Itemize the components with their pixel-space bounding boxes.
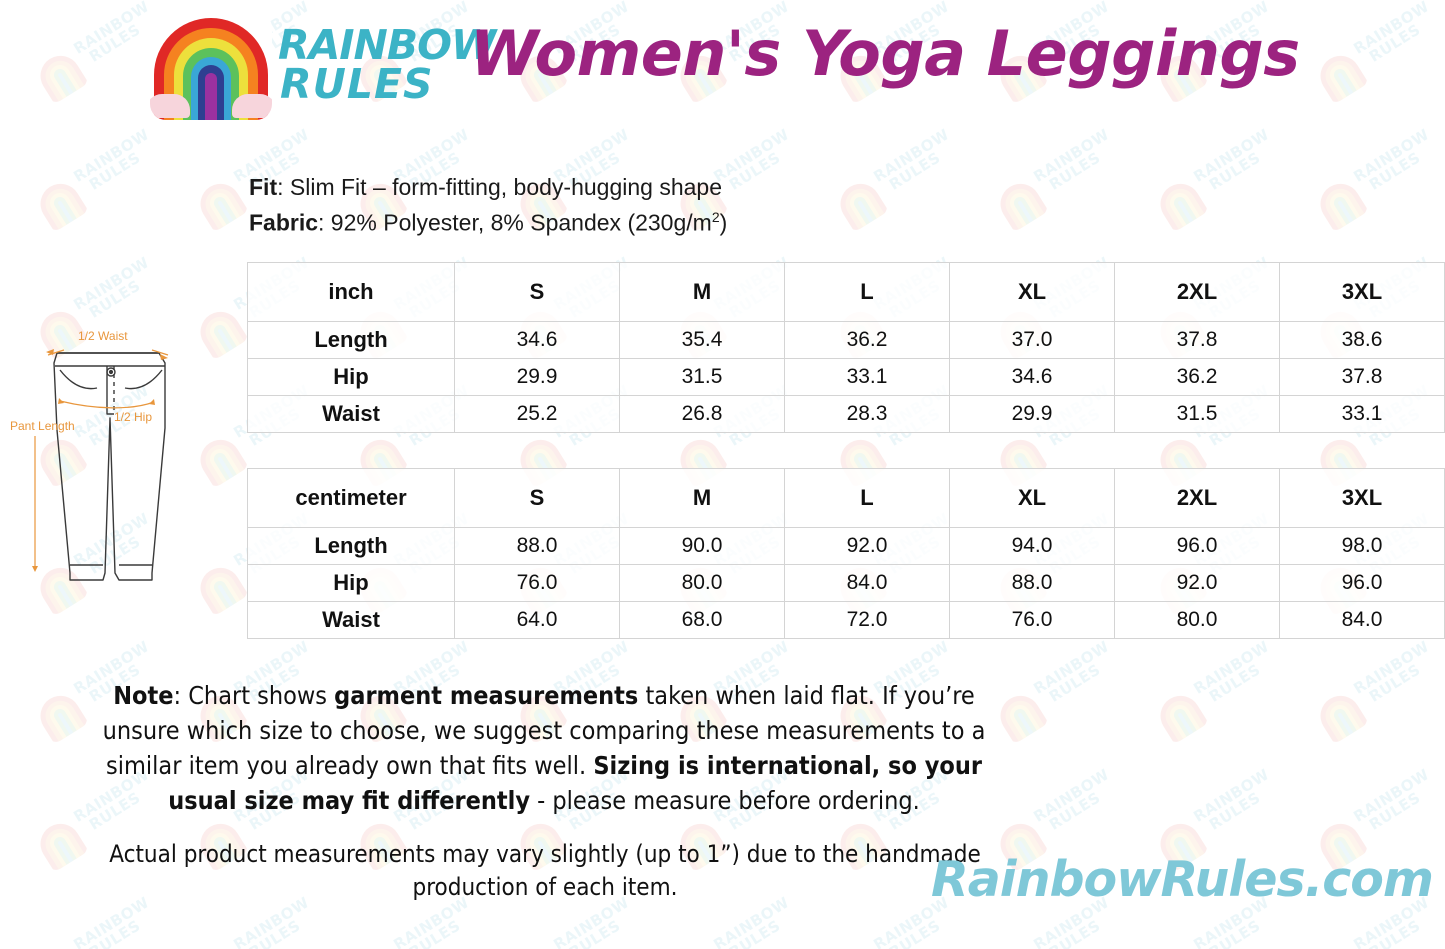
pants-diagram-svg: 1/2 Waist 1/2 Hip Pant Length — [10, 329, 169, 581]
table-header-row: inch S M L XL 2XL 3XL — [247, 262, 1445, 322]
page-title: Women's Yoga Leggings — [470, 17, 1300, 90]
size-header-m: M — [619, 468, 785, 528]
cell-length-m: 35.4 — [619, 321, 785, 359]
cell-hip-m: 80.0 — [619, 564, 785, 602]
size-table-centimeter: centimeter S M L XL 2XL 3XL Length 88.0 … — [247, 468, 1445, 639]
diagram-label-length: Pant Length — [10, 419, 75, 433]
cell-hip-s: 76.0 — [454, 564, 620, 602]
table-row: Waist 64.0 68.0 72.0 76.0 80.0 84.0 — [247, 601, 1445, 639]
cell-waist-xl: 29.9 — [949, 395, 1115, 433]
size-header-3xl: 3XL — [1279, 262, 1445, 322]
size-header-xl: XL — [949, 262, 1115, 322]
cell-hip-l: 33.1 — [784, 358, 950, 396]
cell-waist-s: 64.0 — [454, 601, 620, 639]
size-header-s: S — [454, 468, 620, 528]
cell-hip-3xl: 37.8 — [1279, 358, 1445, 396]
variance-paragraph: Actual product measurements may vary sli… — [109, 840, 981, 901]
note-text-part2: taken when laid flat. If you’re unsure w… — [102, 681, 986, 780]
cell-length-xl: 94.0 — [949, 527, 1115, 565]
spec-fabric-superscript: 2 — [711, 209, 720, 225]
size-table-inch: inch S M L XL 2XL 3XL Length 34.6 35.4 3… — [247, 262, 1445, 433]
row-label-hip: Hip — [247, 564, 455, 602]
table-row: Waist 25.2 26.8 28.3 29.9 31.5 33.1 — [247, 395, 1445, 433]
row-label-hip: Hip — [247, 358, 455, 396]
size-header-2xl: 2XL — [1114, 468, 1280, 528]
cell-hip-xl: 88.0 — [949, 564, 1115, 602]
cell-hip-2xl: 36.2 — [1114, 358, 1280, 396]
cell-waist-2xl: 31.5 — [1114, 395, 1280, 433]
cell-waist-2xl: 80.0 — [1114, 601, 1280, 639]
cell-hip-l: 84.0 — [784, 564, 950, 602]
size-header-l: L — [784, 262, 950, 322]
rainbow-icon — [150, 12, 272, 120]
table-row: Hip 76.0 80.0 84.0 88.0 92.0 96.0 — [247, 564, 1445, 602]
cell-length-3xl: 38.6 — [1279, 321, 1445, 359]
cell-waist-3xl: 33.1 — [1279, 395, 1445, 433]
size-header-l: L — [784, 468, 950, 528]
cell-length-2xl: 96.0 — [1114, 527, 1280, 565]
note-text-part3: - please measure before ordering. — [529, 786, 920, 815]
brand-wordmark: RAINBOW RULES — [278, 21, 496, 108]
row-label-waist: Waist — [247, 601, 455, 639]
cell-waist-s: 25.2 — [454, 395, 620, 433]
cell-length-l: 36.2 — [784, 321, 950, 359]
page-header: RAINBOW RULES Women's Yoga Leggings — [0, 0, 1445, 130]
table-row: Length 34.6 35.4 36.2 37.0 37.8 38.6 — [247, 321, 1445, 359]
diagram-label-waist: 1/2 Waist — [78, 329, 128, 343]
site-logotype: RainbowRules.com — [931, 851, 1434, 908]
cell-hip-xl: 34.6 — [949, 358, 1115, 396]
cell-hip-2xl: 92.0 — [1114, 564, 1280, 602]
note-bold-garment-measurements: garment measurements — [334, 681, 639, 710]
note-paragraph: Note: Chart shows garment measurements t… — [88, 678, 1000, 818]
spec-fabric-value-end: ) — [719, 209, 728, 236]
table-row: Length 88.0 90.0 92.0 94.0 96.0 98.0 — [247, 527, 1445, 565]
row-label-waist: Waist — [247, 395, 455, 433]
unit-header: inch — [247, 262, 455, 322]
product-spec: Fit: Slim Fit – form-fitting, body-huggi… — [249, 172, 727, 238]
spec-fabric-line: Fabric: 92% Polyester, 8% Spandex (230g/… — [249, 202, 727, 238]
cell-waist-l: 72.0 — [784, 601, 950, 639]
cell-waist-3xl: 84.0 — [1279, 601, 1445, 639]
unit-header: centimeter — [247, 468, 455, 528]
cell-length-l: 92.0 — [784, 527, 950, 565]
cloud-icon-right — [232, 94, 272, 118]
spec-fit-value: : Slim Fit – form-fitting, body-hugging … — [277, 174, 722, 200]
cell-hip-3xl: 96.0 — [1279, 564, 1445, 602]
cell-hip-s: 29.9 — [454, 358, 620, 396]
cell-length-xl: 37.0 — [949, 321, 1115, 359]
cloud-icon-left — [150, 94, 190, 118]
cell-length-s: 34.6 — [454, 321, 620, 359]
spec-fabric-value: : 92% Polyester, 8% Spandex (230g/m — [318, 209, 712, 236]
size-header-xl: XL — [949, 468, 1115, 528]
size-header-m: M — [619, 262, 785, 322]
row-label-length: Length — [247, 527, 455, 565]
cell-length-2xl: 37.8 — [1114, 321, 1280, 359]
cell-waist-m: 68.0 — [619, 601, 785, 639]
brand-wordmark-line1: RAINBOW — [278, 21, 496, 69]
table-row: Hip 29.9 31.5 33.1 34.6 36.2 37.8 — [247, 358, 1445, 396]
measurement-diagram: 1/2 Waist 1/2 Hip Pant Length — [2, 318, 238, 610]
brand-wordmark-line2: RULES — [280, 59, 434, 108]
cell-waist-m: 26.8 — [619, 395, 785, 433]
cell-length-m: 90.0 — [619, 527, 785, 565]
cell-waist-xl: 76.0 — [949, 601, 1115, 639]
cell-length-3xl: 98.0 — [1279, 527, 1445, 565]
spec-fabric-label: Fabric — [249, 209, 319, 236]
note-label: Note — [113, 681, 174, 710]
cell-waist-l: 28.3 — [784, 395, 950, 433]
size-header-3xl: 3XL — [1279, 468, 1445, 528]
rainbow-rules-logo: RAINBOW RULES — [150, 12, 496, 120]
size-header-s: S — [454, 262, 620, 322]
spec-fit-label: Fit — [249, 174, 278, 200]
table-header-row: centimeter S M L XL 2XL 3XL — [247, 468, 1445, 528]
note-bold-sizing-international: Sizing is international, so your usual s… — [168, 751, 982, 815]
row-label-length: Length — [247, 321, 455, 359]
spec-fit-line: Fit: Slim Fit – form-fitting, body-huggi… — [249, 172, 727, 202]
size-header-2xl: 2XL — [1114, 262, 1280, 322]
cell-hip-m: 31.5 — [619, 358, 785, 396]
note-text-part1: : Chart shows — [173, 681, 335, 710]
diagram-label-hip: 1/2 Hip — [114, 410, 152, 424]
cell-length-s: 88.0 — [454, 527, 620, 565]
